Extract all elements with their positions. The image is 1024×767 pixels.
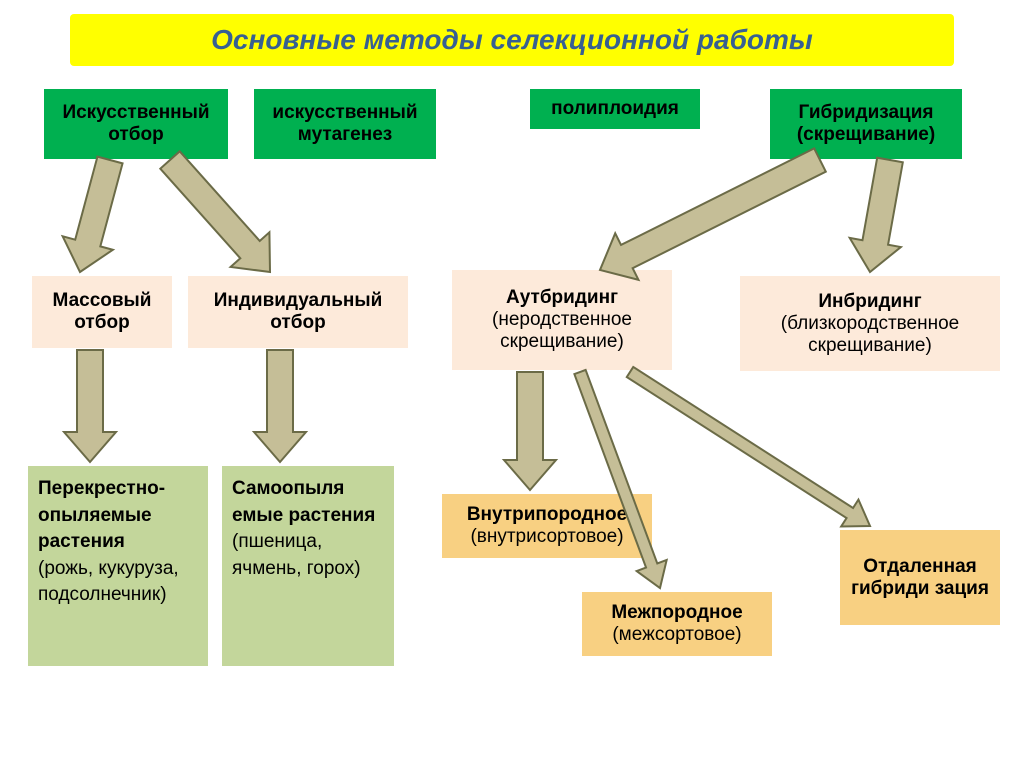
box-interbreed: Межпородное (межсортовое) <box>582 592 772 656</box>
box-artificial-mutagenesis: искусственный мутагенез <box>254 89 436 159</box>
label-sub: (межсортовое) <box>612 624 741 646</box>
label-sub: (внутрисортовое) <box>470 526 623 548</box>
box-distant: Отдаленная гибриди зация <box>840 530 1000 625</box>
label: полиплоидия <box>551 98 679 120</box>
label-sub: (скрещивание) <box>797 124 935 146</box>
label-title: Внутрипородное <box>467 504 627 526</box>
page-title: Основные методы селекционной работы <box>211 24 813 56</box>
label-sub: (неродственное скрещивание) <box>460 309 664 353</box>
box-hybridization: Гибридизация (скрещивание) <box>770 89 962 159</box>
label-title: Гибридизация <box>799 102 934 124</box>
box-artificial-selection: Искусственный отбор <box>44 89 228 159</box>
box-intrabreed: Внутрипородное (внутрисортовое) <box>442 494 652 558</box>
label-title: Самоопыля емые растения <box>232 476 384 529</box>
box-individual-selection: Индивидуальный отбор <box>188 276 408 348</box>
label-sub: (близкородственное скрещивание) <box>748 313 992 357</box>
box-cross-pollinated: Перекрестно-опыляемые растения (рожь, ку… <box>28 466 208 666</box>
box-polyploidy: полиплоидия <box>530 89 700 129</box>
title-bar: Основные методы селекционной работы <box>70 14 954 66</box>
box-mass-selection: Массовый отбор <box>32 276 172 348</box>
box-inbreeding: Инбридинг (близкородственное скрещивание… <box>740 276 1000 371</box>
label: Индивидуальный отбор <box>196 290 400 334</box>
label-sub: (рожь, кукуруза, подсолнечник) <box>38 556 198 609</box>
label: Отдаленная гибриди зация <box>848 556 992 600</box>
label: Искусственный отбор <box>52 102 220 146</box>
label-title: Перекрестно-опыляемые растения <box>38 476 198 556</box>
label-title: Межпородное <box>611 602 742 624</box>
label-title: Аутбридинг <box>506 287 618 309</box>
label-sub: (пшеница, ячмень, горох) <box>232 529 384 582</box>
label-title: Инбридинг <box>818 291 921 313</box>
box-self-pollinated: Самоопыля емые растения (пшеница, ячмень… <box>222 466 394 666</box>
box-outbreeding: Аутбридинг (неродственное скрещивание) <box>452 270 672 370</box>
label: искусственный мутагенез <box>262 102 428 146</box>
label: Массовый отбор <box>40 290 164 334</box>
